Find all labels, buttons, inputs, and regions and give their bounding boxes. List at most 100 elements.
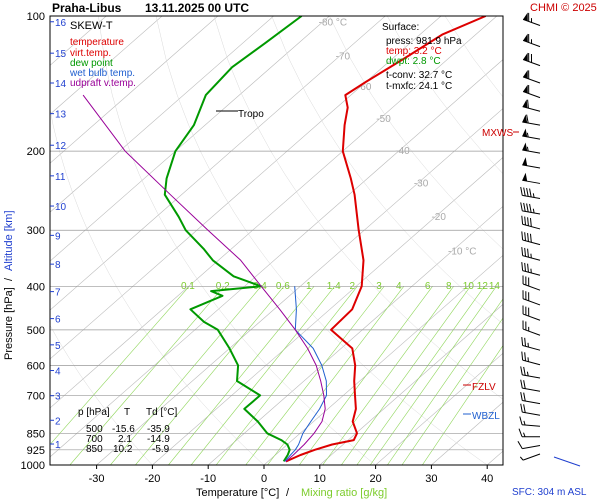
table-row-700-t: 2.1 <box>118 434 132 445</box>
table-row-500-td: -35.9 <box>147 424 170 435</box>
mixing-ratio-line <box>322 286 454 465</box>
wind-barb <box>520 403 541 416</box>
x-axis-label-temperature: Temperature [°C] <box>196 487 279 499</box>
wind-barb-half <box>526 132 529 138</box>
wind-barb-full <box>528 53 530 62</box>
wind-barb <box>518 428 540 438</box>
wind-barb-full <box>521 351 524 361</box>
wind-barb <box>522 84 541 99</box>
mixing-ratio-line <box>190 286 335 465</box>
profile-line-temperature <box>285 16 487 463</box>
fzlv-label: FZLV <box>472 382 496 393</box>
wind-barb-pennant <box>522 172 528 182</box>
y-axis-label-altitude: Altitude [km] <box>3 210 15 271</box>
wind-barb-pennant <box>522 99 528 108</box>
wind-barb-pennant <box>522 128 528 137</box>
wind-barb <box>522 320 541 336</box>
legend-virt-temp: virt.temp. <box>70 48 111 59</box>
mixing-ratio-line <box>369 286 497 465</box>
wind-barb <box>521 336 541 351</box>
wind-barb-full <box>520 202 523 211</box>
level-table: p [hPa] T Td [°C] 500 -15.6 -35.9 700 2.… <box>78 407 177 455</box>
isotherm-line <box>50 16 274 213</box>
altitude-tick-label: 5 <box>55 341 61 352</box>
wind-barb <box>522 305 541 321</box>
wind-barb-pennant <box>522 114 528 123</box>
mixing-ratio-line <box>245 286 385 465</box>
wind-barb <box>522 33 541 48</box>
wind-barb-full <box>521 336 524 346</box>
isotherm-label: -70 <box>336 52 351 63</box>
wind-barb-full <box>527 217 529 226</box>
wind-barb <box>522 52 541 67</box>
table-header-td: Td [°C] <box>146 407 177 418</box>
altitude-tick-label: 13 <box>55 110 67 121</box>
altitude-tick-label: 12 <box>55 141 67 152</box>
y-axis-label-separator: / <box>3 277 15 281</box>
mixing-ratio-line <box>168 286 315 465</box>
temperature-tick-label: -20 <box>144 473 160 485</box>
wind-barb-full <box>524 216 527 226</box>
wind-barb <box>520 366 541 379</box>
mxws-label: MXWS <box>482 128 513 139</box>
legend-updraft: udpraft v.temp. <box>70 78 136 89</box>
wind-barb-full <box>521 262 524 271</box>
wind-barb-half <box>531 18 533 23</box>
surface-press: press: 981.9 hPa <box>386 36 462 47</box>
wind-barb <box>520 379 541 392</box>
wind-barb-full <box>528 33 530 43</box>
isotherm-label: -20 <box>431 212 446 223</box>
mixing-ratio-line <box>299 286 433 465</box>
wind-barb-pennant <box>522 157 528 166</box>
wind-barb <box>521 231 541 246</box>
wbzl-label: WBZL <box>472 411 500 422</box>
wind-barb <box>522 114 541 126</box>
mixing-ratio-line <box>387 298 503 465</box>
wind-barb-full <box>529 203 532 213</box>
wind-barb <box>519 416 541 427</box>
wind-barb-full <box>523 392 526 402</box>
wind-barb <box>520 392 541 405</box>
altitude-tick-label: 9 <box>55 231 61 242</box>
wind-barbs-layer <box>517 12 581 467</box>
x-axis-label-mixing: Mixing ratio [g/kg] <box>301 487 387 499</box>
legend-wet-bulb: wet bulb temp. <box>69 68 135 79</box>
wind-barb-full <box>528 307 530 317</box>
temperature-tick-label: -10 <box>200 473 216 485</box>
wind-barb-half <box>527 357 529 362</box>
station-title: Praha-Libus <box>52 1 122 15</box>
wind-barb-full <box>519 416 523 425</box>
wind-barb-pennant <box>523 84 528 94</box>
wind-barb-half <box>530 253 532 259</box>
altitude-tick-label: 15 <box>55 49 67 60</box>
altitude-tick-label: 11 <box>55 172 66 183</box>
isotherm-label: -60 <box>357 82 372 93</box>
table-row-850-p: 850 <box>86 444 103 455</box>
wind-barb-full <box>518 428 523 437</box>
wind-barb-full <box>522 305 524 315</box>
altitude-tick-label: 3 <box>55 392 61 403</box>
surface-wind-arrow <box>553 456 581 467</box>
legend-title: SKEW-T <box>70 20 113 32</box>
isotherm-label: -80 °C <box>319 18 347 29</box>
wind-barb-full <box>528 277 530 287</box>
datetime-title: 13.11.2025 00 UTC <box>145 1 249 15</box>
wind-barb <box>522 12 541 26</box>
profile-line-udpraft-v-temp <box>82 94 326 462</box>
isotherm-line <box>208 206 503 465</box>
wind-barb-pennant <box>523 12 528 22</box>
isotherm-line <box>50 16 219 164</box>
surface-dwpt: dwpt: 2.8 °C <box>386 56 441 67</box>
wind-barb <box>522 157 541 169</box>
isotherm-line <box>96 108 503 465</box>
wind-barb-staff <box>522 445 541 450</box>
temperature-tick-label: -30 <box>89 473 105 485</box>
wind-barb-half <box>527 342 529 348</box>
table-header-p: p [hPa] <box>78 407 110 418</box>
mixing-ratio-line <box>341 286 471 465</box>
wind-barb-pennant <box>523 52 528 62</box>
wind-barb-full <box>520 379 523 389</box>
profile-line-wet-bulb-temp <box>284 286 327 462</box>
wind-barb-half <box>530 268 532 274</box>
